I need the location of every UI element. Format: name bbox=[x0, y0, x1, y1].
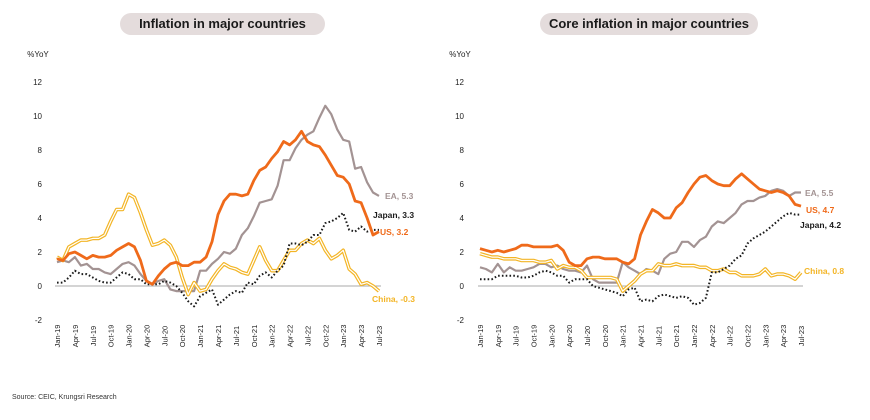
y-tick-label: -2 bbox=[35, 316, 43, 325]
x-tick-label: Apr-19 bbox=[494, 325, 503, 348]
y-tick-label: 6 bbox=[38, 180, 43, 189]
x-tick-label: Oct-21 bbox=[250, 325, 259, 348]
source-note: Source: CEIC, Krungsri Research bbox=[12, 394, 117, 401]
series-japan-line bbox=[480, 211, 801, 306]
y-axis-label: %YoY bbox=[449, 50, 471, 59]
x-tick-label: Oct-20 bbox=[178, 325, 187, 348]
x-tick-label: Jan-19 bbox=[476, 325, 485, 348]
y-tick-label: -2 bbox=[457, 316, 465, 325]
series-label-china: China, 0.8 bbox=[804, 266, 844, 276]
series-label-ea: EA, 5.3 bbox=[385, 191, 414, 201]
x-tick-label: Jul-22 bbox=[303, 326, 312, 346]
x-tick-label: Oct-22 bbox=[744, 325, 753, 348]
x-tick-label: Oct-20 bbox=[601, 325, 610, 348]
x-tick-label: Jul-21 bbox=[232, 326, 241, 346]
y-tick-label: 10 bbox=[33, 112, 42, 121]
series-label-ea: EA, 5.5 bbox=[805, 188, 834, 198]
series-label-china: China, -0.3 bbox=[372, 294, 415, 304]
y-axis-label: %YoY bbox=[27, 50, 49, 59]
series-label-japan: Japan, 3.3 bbox=[373, 210, 414, 220]
x-tick-label: Jan-22 bbox=[690, 325, 699, 348]
chart-title-inflation: Inflation in major countries bbox=[120, 13, 325, 35]
x-tick-label: Apr-20 bbox=[142, 325, 151, 348]
x-tick-label: Jan-20 bbox=[547, 325, 556, 348]
x-tick-label: Apr-21 bbox=[214, 325, 223, 348]
series-label-japan: Japan, 4.2 bbox=[800, 220, 841, 230]
series-ea-line bbox=[56, 104, 380, 293]
x-tick-label: Jul-22 bbox=[726, 326, 735, 346]
x-tick-label: Apr-21 bbox=[637, 325, 646, 348]
x-tick-label: Apr-22 bbox=[708, 325, 717, 348]
series-us-line bbox=[56, 129, 380, 286]
x-tick-label: Jan-20 bbox=[125, 325, 134, 348]
x-tick-label: Jan-23 bbox=[339, 325, 348, 348]
x-tick-label: Jan-21 bbox=[196, 325, 205, 348]
x-tick-label: Oct-22 bbox=[321, 325, 330, 348]
y-tick-label: 4 bbox=[38, 214, 43, 223]
x-tick-label: Oct-19 bbox=[530, 325, 539, 348]
series-china-line bbox=[56, 192, 381, 297]
series-china-line bbox=[479, 251, 803, 293]
series-label-us: US, 3.2 bbox=[380, 227, 409, 237]
x-tick-label: Jul-20 bbox=[160, 326, 169, 346]
y-tick-label: 2 bbox=[460, 248, 465, 257]
x-tick-label: Jan-22 bbox=[268, 325, 277, 348]
y-tick-label: 10 bbox=[455, 112, 464, 121]
x-tick-label: Jan-21 bbox=[619, 325, 628, 348]
series-us-line bbox=[479, 172, 802, 267]
y-tick-label: 2 bbox=[38, 248, 43, 257]
x-tick-label: Apr-22 bbox=[286, 325, 295, 348]
x-tick-label: Jul-19 bbox=[89, 326, 98, 346]
x-tick-label: Oct-21 bbox=[672, 325, 681, 348]
x-tick-label: Apr-23 bbox=[779, 325, 788, 348]
x-tick-label: Jul-23 bbox=[797, 326, 806, 346]
y-tick-label: 8 bbox=[460, 146, 465, 155]
x-tick-label: Jul-20 bbox=[583, 326, 592, 346]
x-tick-label: Apr-23 bbox=[357, 325, 366, 348]
series-china-line-inner bbox=[56, 193, 380, 296]
y-tick-label: 0 bbox=[460, 282, 465, 291]
x-tick-label: Oct-19 bbox=[107, 325, 116, 348]
x-tick-label: Jul-23 bbox=[375, 326, 384, 346]
x-tick-label: Apr-19 bbox=[71, 325, 80, 348]
x-tick-label: Jan-23 bbox=[761, 325, 770, 348]
series-japan-line bbox=[57, 211, 379, 308]
x-tick-label: Jan-19 bbox=[53, 325, 62, 348]
series-label-us: US, 4.7 bbox=[806, 205, 835, 215]
series-china-line-inner bbox=[479, 253, 802, 292]
y-tick-label: 12 bbox=[455, 78, 464, 87]
y-tick-label: 12 bbox=[33, 78, 42, 87]
x-tick-label: Jul-21 bbox=[654, 326, 663, 346]
y-tick-label: 6 bbox=[460, 180, 465, 189]
x-tick-label: Apr-20 bbox=[565, 325, 574, 348]
x-tick-label: Jul-19 bbox=[512, 326, 521, 346]
y-tick-label: 0 bbox=[38, 282, 43, 291]
chart-title-core-inflation: Core inflation in major countries bbox=[540, 13, 758, 35]
y-tick-label: 4 bbox=[460, 214, 465, 223]
y-tick-label: 8 bbox=[38, 146, 43, 155]
